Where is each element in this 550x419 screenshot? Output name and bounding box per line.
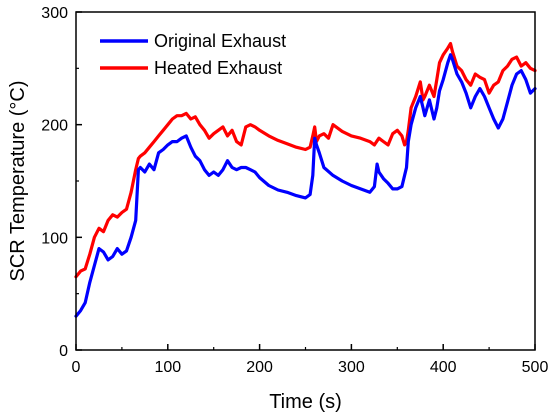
y-tick-label: 100 (41, 230, 68, 247)
legend-label-0: Original Exhaust (154, 31, 286, 51)
y-tick-label: 200 (41, 118, 68, 135)
x-tick-label: 100 (154, 359, 181, 376)
y-tick-label: 300 (41, 5, 68, 22)
x-tick-label: 400 (430, 359, 457, 376)
x-tick-label: 200 (246, 359, 273, 376)
legend-label-1: Heated Exhaust (154, 58, 282, 78)
y-axis-title: SCR Temperature (°C) (7, 80, 29, 281)
x-tick-label: 300 (338, 359, 365, 376)
series-line-1 (74, 41, 537, 279)
y-tick-label: 0 (59, 343, 68, 360)
plot-frame (75, 11, 536, 351)
series-layer (74, 41, 537, 318)
x-tick-label: 500 (522, 359, 549, 376)
legend: Original Exhaust Heated Exhaust (100, 31, 286, 78)
x-tick-label: 0 (72, 359, 81, 376)
x-axis-title: Time (s) (269, 391, 342, 413)
series-line-0 (74, 53, 537, 318)
tick-layer: 0 100 200 300 400 500 0 100 200 300 (41, 5, 548, 376)
